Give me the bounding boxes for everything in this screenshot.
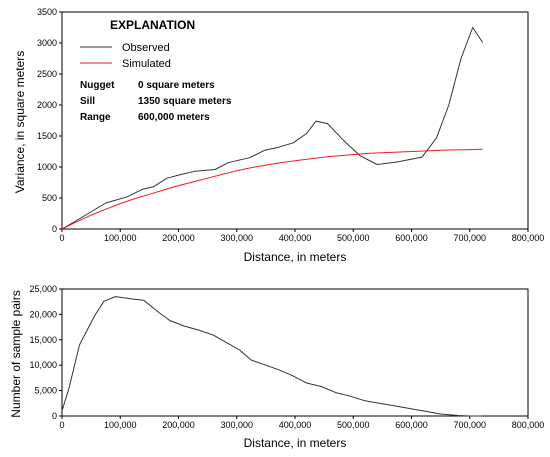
sample-pairs-x-tick-label: 400,000 (279, 420, 312, 430)
legend-simulated-label: Simulated (122, 58, 171, 70)
variogram-y-ticks: 0 500 1000 1500 2000 2500 3000 3500 (37, 7, 62, 234)
variogram-x-axis-label: Distance, in meters (244, 250, 347, 264)
variogram-simulated-line (61, 148, 483, 230)
sample-pairs-x-tick-label: 200,000 (162, 420, 195, 430)
sample-pairs-x-tick-label: 500,000 (337, 420, 370, 430)
sample-pairs-y-tick-label: 15,000 (29, 335, 57, 345)
sample-pairs-x-axis-label: Distance, in meters (244, 436, 347, 450)
legend: EXPLANATION Observed Simulated Nugget 0 … (80, 18, 232, 123)
sample-pairs-y-tick-label: 10,000 (29, 360, 57, 370)
sample-pairs-y-tick-label: 0 (52, 411, 57, 421)
variogram-observed-line (61, 27, 484, 230)
sample-pairs-y-tick-label: 25,000 (29, 284, 57, 294)
sample-pairs-x-tick-label: 800,000 (512, 420, 545, 430)
variogram-x-tick-label: 200,000 (162, 233, 195, 243)
param-nugget-label: Nugget (80, 80, 115, 91)
variogram-x-ticks: 0 100,000 200,000 300,000 400,000 500,000 600,… (59, 229, 544, 243)
sample-pairs-y-axis-label: Number of sample pairs (9, 290, 23, 417)
variogram-x-tick-label: 100,000 (104, 233, 137, 243)
sample-pairs-series (61, 296, 482, 417)
variogram-y-tick-label: 3500 (37, 7, 57, 17)
variogram-x-tick-label: 400,000 (279, 233, 312, 243)
variogram-y-axis-label: Variance, in square meters (13, 51, 27, 194)
variogram-y-tick-label: 2500 (37, 69, 57, 79)
variogram-x-tick-label: 500,000 (337, 233, 370, 243)
sample-pairs-x-ticks: 0 100,000 200,000 300,000 400,000 500,000 600,… (59, 416, 544, 430)
sample-pairs-chart: 0 5,000 10,000 15,000 20,000 25,000 0 100,000 2… (9, 284, 544, 450)
legend-observed-label: Observed (122, 42, 170, 54)
param-range-label: Range (80, 112, 111, 123)
legend-title: EXPLANATION (110, 18, 195, 32)
variogram-x-tick-label: 800,000 (512, 233, 545, 243)
variogram-y-tick-label: 500 (42, 193, 57, 203)
variogram-y-tick-label: 2000 (37, 100, 57, 110)
variogram-x-tick-label: 700,000 (453, 233, 486, 243)
variogram-y-tick-label: 0 (52, 224, 57, 234)
sample-pairs-x-tick-label: 300,000 (220, 420, 253, 430)
variogram-x-tick-label: 600,000 (395, 233, 428, 243)
sample-pairs-y-ticks: 0 5,000 10,000 15,000 20,000 25,000 (29, 284, 62, 421)
sample-pairs-x-tick-label: 700,000 (453, 420, 486, 430)
sample-pairs-x-tick-label: 100,000 (104, 420, 137, 430)
variogram-y-tick-label: 1500 (37, 131, 57, 141)
variogram-series (61, 27, 484, 230)
variogram-y-tick-label: 3000 (37, 38, 57, 48)
sample-pairs-x-tick-label: 0 (59, 420, 64, 430)
param-nugget-value: 0 square meters (138, 80, 215, 91)
param-sill-value: 1350 square meters (138, 96, 232, 107)
sample-pairs-y-tick-label: 5,000 (34, 386, 57, 396)
variogram-y-tick-label: 1000 (37, 162, 57, 172)
variogram-x-tick-label: 300,000 (220, 233, 253, 243)
param-range-value: 600,000 meters (138, 112, 210, 123)
param-sill-label: Sill (80, 96, 95, 107)
sample-pairs-plot-area (61, 288, 529, 417)
variogram-x-tick-label: 0 (59, 233, 64, 243)
variogram-chart: 0 500 1000 1500 2000 2500 3000 3500 0 100,000 200… (13, 7, 544, 264)
sample-pairs-series-0-line (61, 296, 482, 417)
sample-pairs-x-tick-label: 600,000 (395, 420, 428, 430)
sample-pairs-y-tick-label: 20,000 (29, 309, 57, 319)
